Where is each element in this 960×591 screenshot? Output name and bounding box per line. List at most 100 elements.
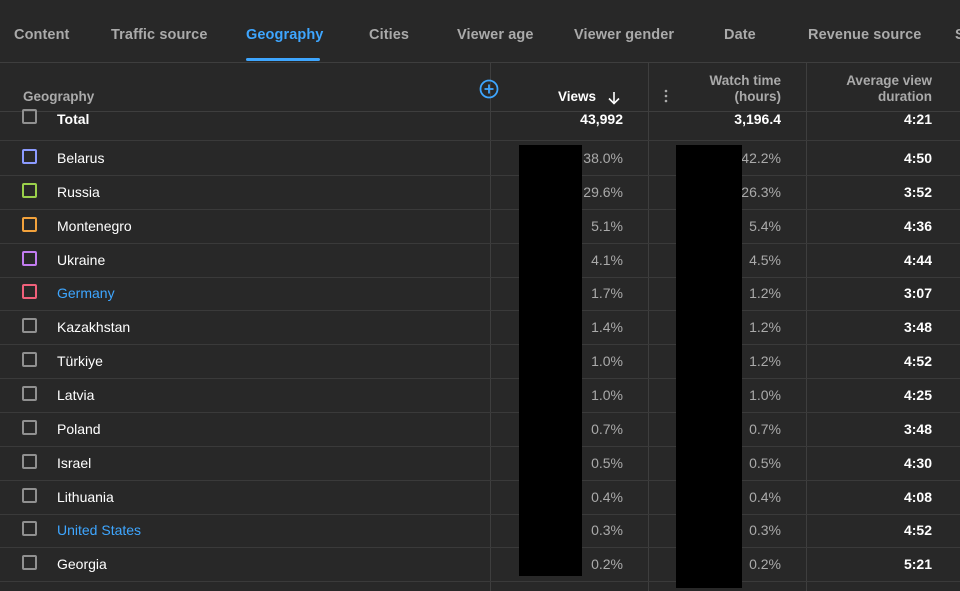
- watch-time-percent: 1.0%: [749, 386, 781, 403]
- average-view-duration: 4:44: [903, 251, 932, 268]
- total-checkbox[interactable]: [22, 109, 37, 124]
- country-name: Montenegro: [57, 217, 132, 234]
- total-watch-time: 3,196.4: [734, 111, 781, 127]
- table-row[interactable]: Belarus 38.0% 42.2% 4:50: [0, 141, 960, 176]
- views-percent: 29.6%: [583, 183, 623, 200]
- watch-time-header-line1: Watch time: [709, 73, 781, 88]
- country-name[interactable]: Germany: [57, 285, 115, 302]
- column-divider: [806, 62, 807, 591]
- table-row[interactable]: Lithuania 0.4% 0.4% 4:08: [0, 480, 960, 515]
- table-row[interactable]: Russia 29.6% 26.3% 3:52: [0, 175, 960, 210]
- tab-viewer-gender[interactable]: Viewer gender: [574, 27, 675, 43]
- views-percent: 4.1%: [591, 251, 623, 268]
- watch-time-column-header[interactable]: Watch time (hours): [709, 73, 781, 105]
- watch-time-percent: 0.7%: [749, 420, 781, 437]
- row-checkbox[interactable]: [22, 521, 37, 537]
- watch-time-percent: 1.2%: [749, 285, 781, 302]
- views-percent: 1.0%: [591, 353, 623, 370]
- row-checkbox[interactable]: [22, 182, 37, 198]
- table-row[interactable]: Montenegro 5.1% 5.4% 4:36: [0, 209, 960, 244]
- country-name: Belarus: [57, 150, 105, 166]
- plus-circle-icon[interactable]: [479, 79, 499, 99]
- table-row[interactable]: Germany 1.7% 1.2% 3:07: [0, 276, 960, 312]
- tab-date[interactable]: Date: [724, 27, 756, 43]
- avd-column-header[interactable]: Average view duration: [846, 73, 932, 105]
- average-view-duration: 3:48: [903, 420, 932, 437]
- row-checkbox[interactable]: [22, 216, 37, 232]
- row-checkbox[interactable]: [22, 453, 37, 469]
- country-name: Lithuania: [57, 488, 114, 505]
- average-view-duration: 4:52: [903, 353, 932, 370]
- views-percent: 0.4%: [591, 488, 623, 505]
- country-name: Ukraine: [57, 251, 106, 268]
- table-row[interactable]: Poland 0.7% 0.7% 3:48: [0, 412, 960, 447]
- row-checkbox[interactable]: [22, 419, 37, 435]
- total-row: Total 43,992 3,196.4 4:21: [0, 109, 960, 141]
- table-row[interactable]: Georgia 0.2% 0.2% 5:21: [0, 547, 960, 583]
- table-row[interactable]: Israel 0.5% 0.5% 4:30: [0, 446, 960, 481]
- row-checkbox[interactable]: [22, 385, 37, 401]
- average-view-duration: 4:50: [903, 150, 932, 166]
- views-column-header[interactable]: Views: [558, 89, 597, 104]
- table-row[interactable]: Türkiye 1.0% 1.2% 4:52: [0, 344, 960, 380]
- views-percent: 38.0%: [583, 150, 623, 166]
- average-view-duration: 3:48: [903, 319, 932, 336]
- redaction-block: [676, 145, 742, 588]
- watch-time-percent: 0.5%: [749, 454, 781, 471]
- country-name: Russia: [57, 183, 100, 200]
- country-name: Latvia: [57, 386, 95, 403]
- row-checkbox[interactable]: [22, 149, 37, 164]
- table-row[interactable]: Kazakhstan 1.4% 1.2% 3:48: [0, 310, 960, 346]
- watch-time-header-line2: (hours): [734, 89, 782, 104]
- row-checkbox[interactable]: [22, 250, 37, 266]
- table-row[interactable]: United States 0.3% 0.3% 4:52: [0, 513, 960, 549]
- watch-time-percent: 1.2%: [749, 353, 781, 370]
- row-checkbox[interactable]: [22, 487, 37, 503]
- average-view-duration: 4:36: [903, 217, 932, 234]
- watch-time-percent: 26.3%: [741, 183, 781, 200]
- watch-time-percent: 4.5%: [749, 251, 781, 268]
- row-checkbox[interactable]: [22, 284, 37, 300]
- tab-cities[interactable]: Cities: [369, 27, 410, 43]
- table-row[interactable]: Ukraine 4.1% 4.5% 4:44: [0, 243, 960, 278]
- column-divider: [490, 62, 491, 591]
- tab-viewer-age[interactable]: Viewer age: [457, 27, 534, 43]
- tab-overflow[interactable]: S: [955, 27, 960, 43]
- geography-table: Geography Views Watch time (hours) Avera…: [0, 62, 960, 591]
- tab-revenue-source[interactable]: Revenue source: [808, 27, 922, 43]
- country-name: Türkiye: [57, 353, 103, 370]
- tab-geography[interactable]: Geography: [246, 27, 324, 43]
- average-view-duration: 4:08: [903, 488, 932, 505]
- avd-header-line2: duration: [878, 89, 932, 104]
- geography-column-header[interactable]: Geography: [23, 89, 95, 104]
- watch-time-percent: 42.2%: [741, 150, 781, 166]
- redaction-block: [519, 145, 582, 576]
- views-percent: 0.7%: [591, 420, 623, 437]
- views-percent: 5.1%: [591, 217, 623, 234]
- tab-traffic-source[interactable]: Traffic source: [111, 27, 208, 43]
- watch-time-percent: 0.3%: [749, 522, 781, 539]
- active-tab-indicator: [246, 58, 320, 61]
- more-vert-icon[interactable]: [662, 88, 670, 104]
- row-checkbox[interactable]: [22, 318, 37, 334]
- table-row[interactable]: Latvia 1.0% 1.0% 4:25: [0, 378, 960, 413]
- views-percent: 0.5%: [591, 454, 623, 471]
- country-name: Israel: [57, 454, 92, 471]
- row-checkbox[interactable]: [22, 352, 37, 368]
- country-name: Georgia: [57, 556, 107, 573]
- average-view-duration: 5:21: [903, 556, 932, 573]
- tab-content[interactable]: Content: [14, 27, 70, 43]
- average-view-duration: 4:52: [903, 522, 932, 539]
- country-name[interactable]: United States: [57, 522, 142, 539]
- column-divider: [648, 62, 649, 591]
- row-checkbox[interactable]: [22, 555, 37, 571]
- watch-time-percent: 5.4%: [749, 217, 781, 234]
- views-percent: 1.7%: [591, 285, 623, 302]
- arrow-down-icon[interactable]: [607, 91, 621, 105]
- avd-header-line1: Average view: [846, 73, 932, 88]
- header-divider: [0, 111, 960, 112]
- average-view-duration: 4:25: [903, 386, 932, 403]
- average-view-duration: 4:30: [903, 454, 932, 471]
- views-percent: 1.4%: [591, 319, 623, 336]
- watch-time-percent: 1.2%: [749, 319, 781, 336]
